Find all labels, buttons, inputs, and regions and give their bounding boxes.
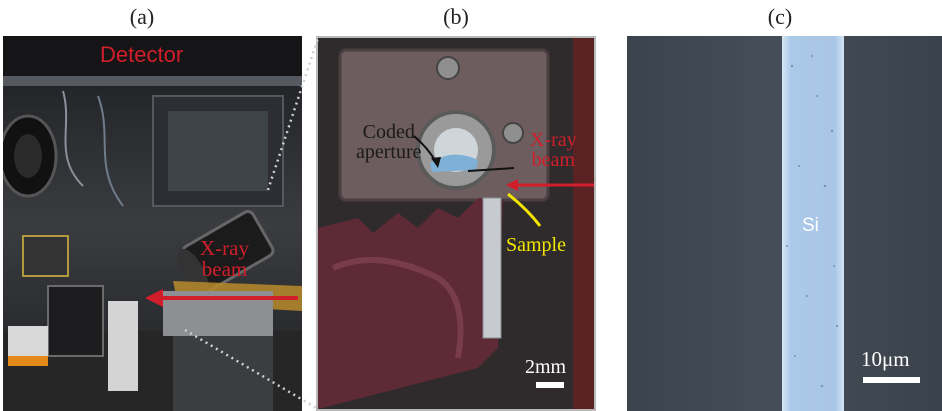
xray-line2: beam — [201, 257, 248, 281]
coded-line1: Coded — [362, 121, 415, 143]
microscope-drawing — [627, 36, 942, 411]
sample-label: Sample — [506, 234, 566, 256]
panel-label-c: (c) — [767, 4, 793, 29]
xray-beam-label-b: X-ray beam — [530, 130, 577, 170]
detector-label: Detector — [100, 42, 184, 67]
sample-closeup-drawing — [318, 38, 594, 409]
xray-line1: X-ray — [200, 236, 249, 260]
si-label: Si — [802, 215, 819, 236]
panel-label-a: (a) — [129, 4, 155, 29]
panel-label-b: (b) — [443, 4, 469, 29]
scale-label-c: 10μm — [861, 347, 910, 371]
setup-photo-drawing — [3, 36, 302, 411]
xray-line2-b: beam — [531, 149, 575, 171]
xray-line1-b: X-ray — [530, 129, 577, 151]
sample-closeup-photo: Coded aperture X-ray beam Sample 2mm — [316, 36, 596, 411]
microscope-image: Si 10μm — [627, 36, 942, 411]
scale-label-b: 2mm — [525, 356, 567, 378]
coded-line2: aperture — [356, 141, 422, 163]
xray-beam-label-a: X-ray beam — [200, 238, 249, 280]
coded-aperture-label: Coded aperture — [356, 122, 422, 162]
setup-photo: Detector X-ray beam — [3, 36, 302, 411]
